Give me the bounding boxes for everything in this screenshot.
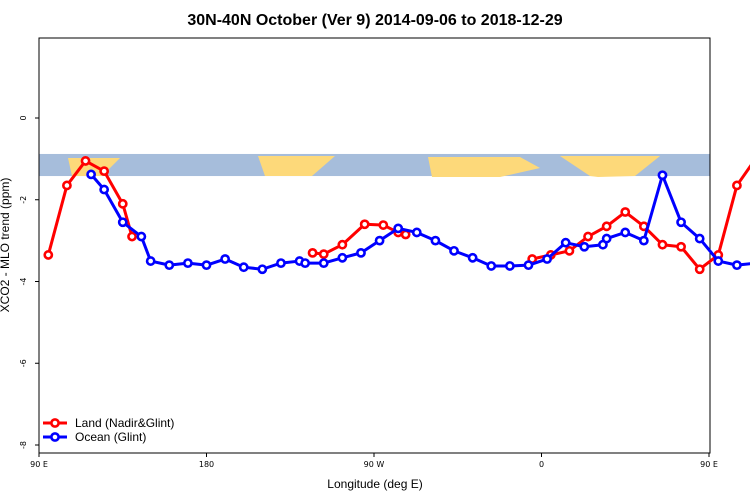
data-point (467, 252, 478, 263)
data-point (374, 235, 385, 246)
series-layer (43, 156, 750, 275)
data-point (732, 260, 742, 271)
data-point (601, 233, 612, 244)
map-land (258, 156, 335, 176)
data-point (694, 264, 705, 275)
data-point (62, 180, 72, 191)
data-point (638, 235, 649, 246)
data-point (127, 231, 137, 242)
data-point (359, 219, 370, 230)
legend-label: Ocean (Glint) (75, 430, 146, 444)
data-point (337, 252, 348, 263)
data-point (411, 227, 422, 238)
data-point (276, 258, 286, 269)
data-point (307, 247, 318, 258)
y-tick-label: -6 (19, 359, 28, 367)
x-tick-label: 180 (199, 460, 214, 469)
y-tick-label: -8 (19, 441, 28, 449)
data-point (43, 250, 54, 260)
data-point (117, 198, 128, 209)
x-tick-label: 90 E (700, 460, 718, 469)
data-point (86, 169, 97, 180)
legend: Land (Nadir&Glint)Ocean (Glint) (43, 416, 174, 444)
x-tick-label: 90 E (30, 460, 48, 469)
legend-marker (50, 418, 60, 428)
series-line (46, 159, 134, 256)
data-point (713, 256, 724, 266)
data-point (732, 180, 742, 191)
data-point (523, 260, 534, 271)
y-tick-label: -4 (19, 278, 28, 286)
legend-marker (50, 432, 60, 442)
data-point (504, 261, 515, 271)
data-point (201, 260, 212, 271)
legend-label: Land (Nadir&Glint) (75, 416, 174, 430)
data-point (164, 260, 175, 271)
data-point (300, 258, 311, 269)
data-point (542, 254, 552, 264)
data-point (356, 247, 366, 258)
data-point (583, 231, 593, 242)
data-point (657, 239, 668, 250)
data-point (393, 223, 404, 234)
data-point (257, 264, 268, 275)
data-point (657, 170, 668, 181)
x-tick-label: 0 (539, 460, 544, 469)
data-point (337, 239, 348, 250)
y-tick-label: -2 (19, 196, 28, 204)
map-ocean (39, 153, 710, 177)
data-point (560, 237, 571, 248)
data-point (378, 220, 389, 230)
data-point (182, 258, 193, 269)
chart-title: 30N-40N October (Ver 9) 2014-09-06 to 20… (187, 12, 562, 29)
data-point (486, 261, 497, 271)
y-axis-label: XCO2 - MLO trend (ppm) (0, 178, 12, 313)
data-point (318, 258, 329, 269)
data-point (579, 241, 590, 252)
data-point (449, 245, 459, 256)
data-point (99, 166, 110, 177)
map-land (560, 156, 660, 177)
y-axis: -8 -6 -4 -2 0 (19, 115, 39, 449)
data-point (620, 207, 631, 217)
data-point (80, 156, 91, 166)
data-point (220, 254, 231, 264)
data-point (99, 184, 110, 195)
x-tick-label: 90 W (364, 460, 385, 469)
data-point (564, 245, 575, 256)
data-point (694, 233, 705, 244)
y-tick-label: 0 (19, 115, 28, 120)
x-axis-label: Longitude (deg E) (327, 477, 422, 491)
data-point (318, 249, 329, 260)
series-land (43, 156, 750, 275)
data-point (136, 231, 147, 242)
map-land (428, 157, 540, 177)
data-point (430, 235, 441, 246)
data-point (145, 256, 156, 266)
data-point (676, 241, 686, 252)
data-point (676, 217, 686, 228)
data-point (601, 221, 612, 232)
series-line (606, 173, 750, 267)
x-axis: 90 E 180 90 W 0 90 E (30, 453, 718, 469)
data-point (238, 262, 249, 273)
series-ocean (86, 169, 750, 275)
data-point (620, 227, 631, 238)
data-point (117, 217, 128, 228)
map-strip (39, 153, 710, 177)
